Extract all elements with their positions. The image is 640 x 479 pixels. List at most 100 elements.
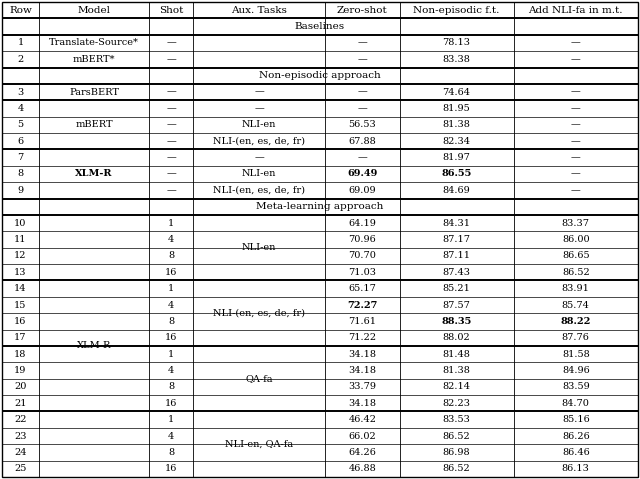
Text: 87.43: 87.43 [443, 268, 470, 277]
Text: 83.53: 83.53 [443, 415, 470, 424]
Text: 84.31: 84.31 [443, 218, 470, 228]
Text: 8: 8 [17, 170, 24, 179]
Text: —: — [358, 153, 367, 162]
Text: 85.16: 85.16 [562, 415, 589, 424]
Text: 6: 6 [17, 137, 24, 146]
Text: ParsBERT: ParsBERT [69, 88, 119, 97]
Text: 64.19: 64.19 [348, 218, 376, 228]
Text: —: — [571, 153, 580, 162]
Text: 4: 4 [17, 104, 24, 113]
Text: 1: 1 [168, 415, 175, 424]
Text: 86.65: 86.65 [562, 251, 589, 261]
Text: 8: 8 [168, 251, 174, 261]
Text: 71.22: 71.22 [348, 333, 376, 342]
Text: —: — [254, 153, 264, 162]
Text: 71.61: 71.61 [348, 317, 376, 326]
Text: NLI-en: NLI-en [242, 120, 276, 129]
Text: —: — [166, 88, 176, 97]
Text: NLI-(en, es, de, fr): NLI-(en, es, de, fr) [213, 308, 305, 318]
Text: XLM-R: XLM-R [76, 170, 113, 179]
Text: 86.13: 86.13 [562, 464, 589, 473]
Text: 46.88: 46.88 [348, 464, 376, 473]
Text: 5: 5 [17, 120, 24, 129]
Text: Zero-shot: Zero-shot [337, 6, 388, 15]
Text: 84.69: 84.69 [443, 186, 470, 195]
Text: 86.52: 86.52 [443, 432, 470, 441]
Text: 4: 4 [168, 300, 175, 309]
Text: 13: 13 [14, 268, 27, 277]
Text: 19: 19 [14, 366, 27, 375]
Text: —: — [571, 120, 580, 129]
Text: Shot: Shot [159, 6, 184, 15]
Text: 85.74: 85.74 [562, 300, 589, 309]
Text: —: — [254, 88, 264, 97]
Text: 16: 16 [165, 464, 177, 473]
Text: —: — [571, 88, 580, 97]
Text: Model: Model [77, 6, 111, 15]
Text: 88.22: 88.22 [561, 317, 591, 326]
Text: Add NLI-fa in m.t.: Add NLI-fa in m.t. [529, 6, 623, 15]
Text: 1: 1 [168, 284, 175, 293]
Text: —: — [166, 153, 176, 162]
Text: 3: 3 [17, 88, 24, 97]
Text: 34.18: 34.18 [348, 366, 376, 375]
Text: —: — [166, 170, 176, 179]
Text: 64.26: 64.26 [348, 448, 376, 457]
Text: 34.18: 34.18 [348, 399, 376, 408]
Text: 69.49: 69.49 [347, 170, 378, 179]
Text: QA-fa: QA-fa [245, 374, 273, 383]
Text: —: — [166, 38, 176, 47]
Text: —: — [166, 104, 176, 113]
Text: 88.02: 88.02 [443, 333, 470, 342]
Text: —: — [571, 104, 580, 113]
Text: 4: 4 [168, 432, 175, 441]
Text: —: — [571, 38, 580, 47]
Text: 17: 17 [14, 333, 27, 342]
Text: Baselines: Baselines [295, 22, 345, 31]
Text: 2: 2 [17, 55, 24, 64]
Text: —: — [358, 55, 367, 64]
Text: 8: 8 [168, 317, 174, 326]
Text: 4: 4 [168, 235, 175, 244]
Text: 82.14: 82.14 [443, 382, 470, 391]
Text: mBERT*: mBERT* [73, 55, 115, 64]
Text: 86.26: 86.26 [562, 432, 589, 441]
Text: 65.17: 65.17 [348, 284, 376, 293]
Text: 78.13: 78.13 [443, 38, 470, 47]
Text: 12: 12 [14, 251, 27, 261]
Text: 22: 22 [14, 415, 27, 424]
Text: 85.21: 85.21 [443, 284, 470, 293]
Text: Row: Row [9, 6, 32, 15]
Text: 81.95: 81.95 [443, 104, 470, 113]
Text: 70.70: 70.70 [348, 251, 376, 261]
Text: 81.58: 81.58 [562, 350, 589, 359]
Text: 21: 21 [14, 399, 27, 408]
Text: —: — [166, 186, 176, 195]
Text: 84.96: 84.96 [562, 366, 589, 375]
Text: Meta-learning approach: Meta-learning approach [256, 202, 384, 211]
Text: —: — [166, 55, 176, 64]
Text: 83.59: 83.59 [562, 382, 589, 391]
Text: 24: 24 [14, 448, 27, 457]
Text: —: — [571, 137, 580, 146]
Text: 74.64: 74.64 [443, 88, 470, 97]
Text: 81.48: 81.48 [443, 350, 470, 359]
Text: 8: 8 [168, 448, 174, 457]
Text: 4: 4 [168, 366, 175, 375]
Text: Aux. Tasks: Aux. Tasks [231, 6, 287, 15]
Text: —: — [571, 186, 580, 195]
Text: 56.53: 56.53 [348, 120, 376, 129]
Text: 10: 10 [14, 218, 27, 228]
Text: 86.52: 86.52 [443, 464, 470, 473]
Text: NLI-(en, es, de, fr): NLI-(en, es, de, fr) [213, 186, 305, 195]
Text: 81.38: 81.38 [443, 366, 470, 375]
Text: 16: 16 [14, 317, 27, 326]
Text: 86.00: 86.00 [562, 235, 589, 244]
Text: 86.46: 86.46 [562, 448, 589, 457]
Text: 14: 14 [14, 284, 27, 293]
Text: 23: 23 [14, 432, 27, 441]
Text: 69.09: 69.09 [349, 186, 376, 195]
Text: —: — [166, 137, 176, 146]
Text: 87.57: 87.57 [443, 300, 470, 309]
Text: Non-episodic f.t.: Non-episodic f.t. [413, 6, 500, 15]
